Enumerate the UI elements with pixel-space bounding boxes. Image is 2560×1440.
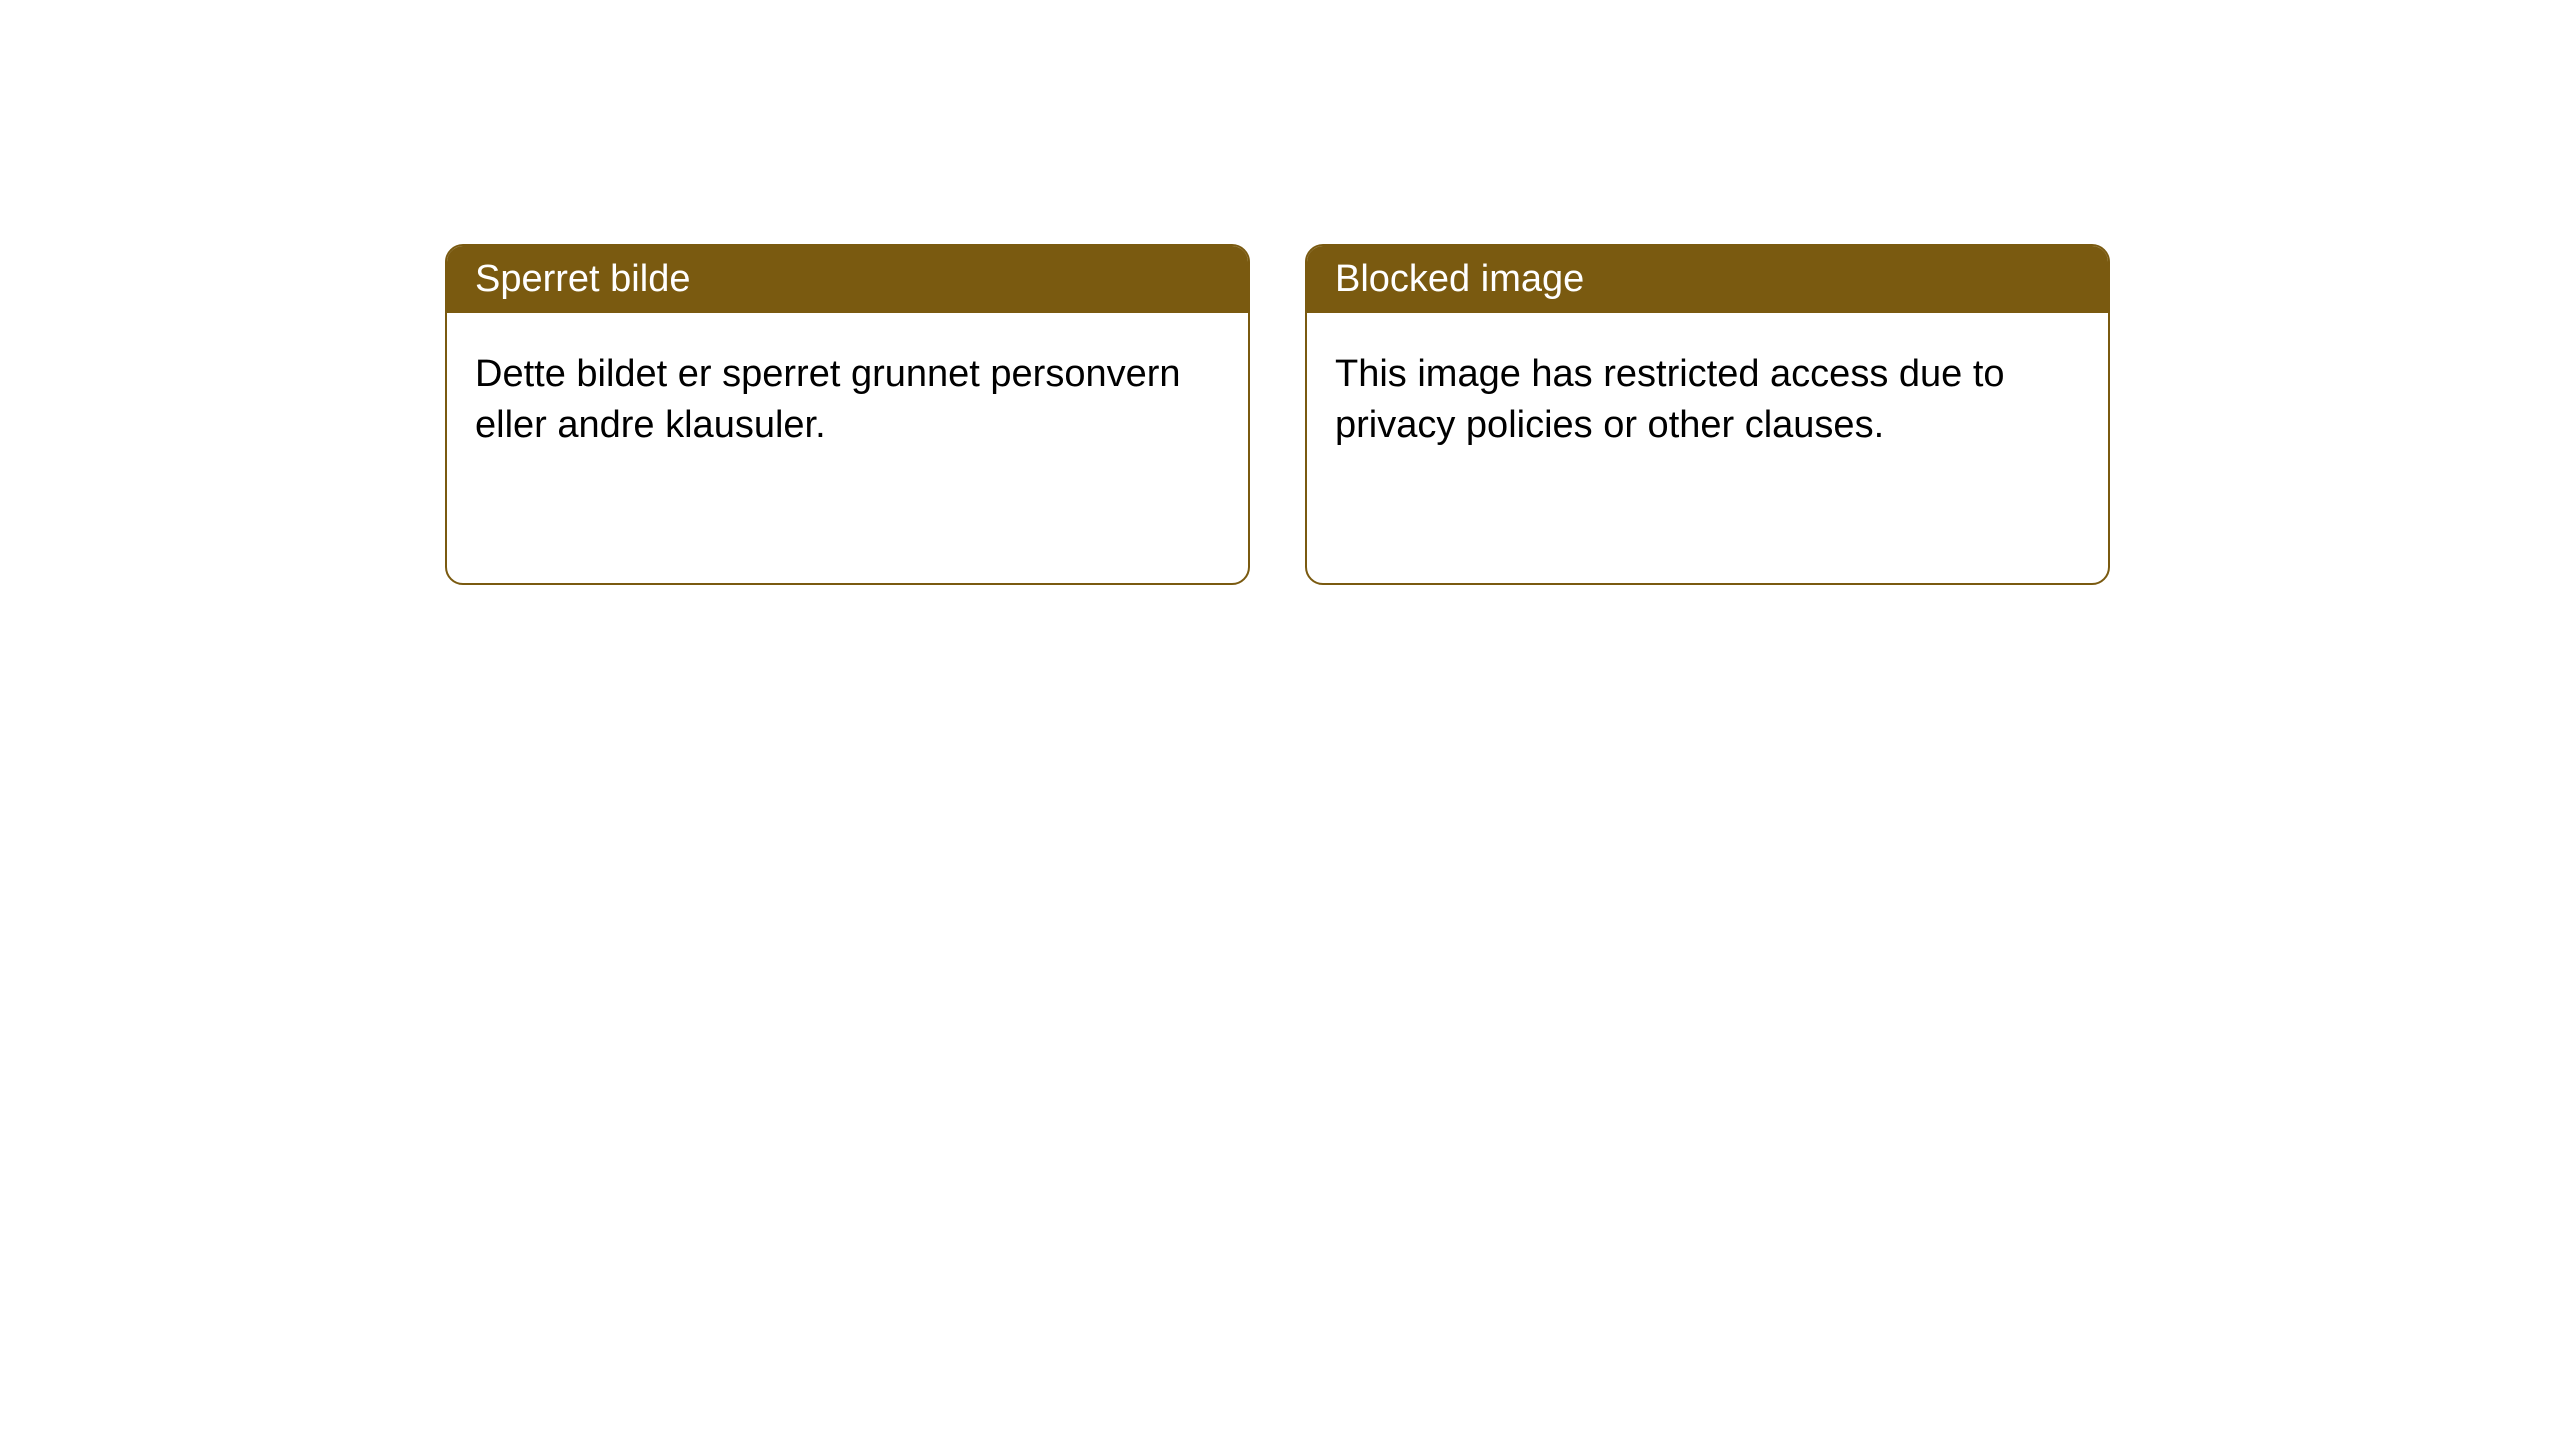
notice-title: Blocked image xyxy=(1307,246,2108,313)
notice-body: This image has restricted access due to … xyxy=(1307,313,2108,583)
notice-card-english: Blocked image This image has restricted … xyxy=(1305,244,2110,585)
notice-card-norwegian: Sperret bilde Dette bildet er sperret gr… xyxy=(445,244,1250,585)
notice-body: Dette bildet er sperret grunnet personve… xyxy=(447,313,1248,583)
notice-title: Sperret bilde xyxy=(447,246,1248,313)
notice-container: Sperret bilde Dette bildet er sperret gr… xyxy=(0,0,2560,585)
